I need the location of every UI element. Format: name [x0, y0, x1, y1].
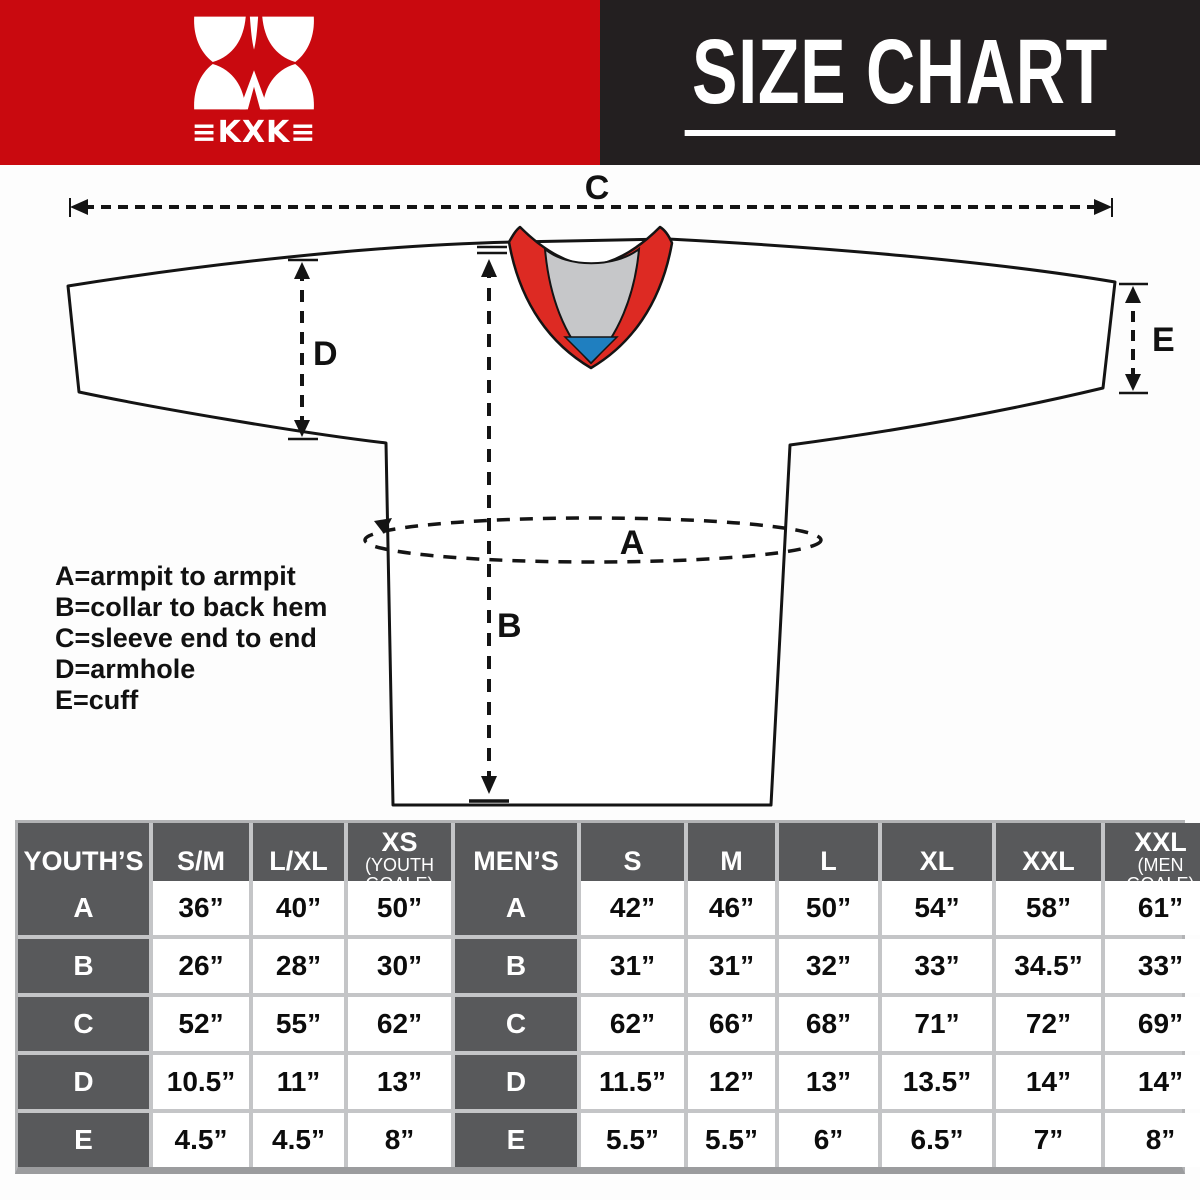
size-cell: 46”: [688, 881, 775, 935]
size-cell: 13”: [779, 1055, 878, 1109]
size-cell: 34.5”: [996, 939, 1101, 993]
size-cell: 13.5”: [882, 1055, 992, 1109]
row-label-b-men: B: [455, 939, 577, 993]
size-cell: 10.5”: [153, 1055, 249, 1109]
size-cell: 30”: [348, 939, 451, 993]
size-cell: 26”: [153, 939, 249, 993]
collar-blue-insert: [563, 336, 619, 365]
size-cell: 11”: [253, 1055, 344, 1109]
header-red-panel: ≡KXK≡: [0, 0, 600, 165]
size-cell: 4.5”: [153, 1113, 249, 1167]
size-cell: 50”: [779, 881, 878, 935]
legend-line-a: A=armpit to armpit: [55, 561, 296, 591]
size-cell: 13”: [348, 1055, 451, 1109]
measurement-arrow-e: [1119, 282, 1148, 395]
size-cell: 50”: [348, 881, 451, 935]
row-label-c-men: C: [455, 997, 577, 1051]
size-cell: 61”: [1105, 881, 1200, 935]
size-cell: 4.5”: [253, 1113, 344, 1167]
size-cell: 14”: [1105, 1055, 1200, 1109]
size-cell: 12”: [688, 1055, 775, 1109]
brand-wordmark: ≡KXK≡: [191, 115, 317, 150]
measurement-arrow-c: [69, 198, 1113, 217]
row-label-a-men: A: [455, 881, 577, 935]
size-cell: 14”: [996, 1055, 1101, 1109]
label-c: C: [585, 169, 610, 207]
size-cell: 33”: [882, 939, 992, 993]
label-b: B: [497, 607, 522, 645]
header-banner: ≡KXK≡ SIZE CHART: [0, 0, 1200, 165]
row-label-e-men: E: [455, 1113, 577, 1167]
size-cell: 28”: [253, 939, 344, 993]
size-cell: 6”: [779, 1113, 878, 1167]
brand-logo: ≡KXK≡: [188, 14, 320, 148]
size-cell: 36”: [153, 881, 249, 935]
measurement-ellipse-a: [363, 516, 823, 564]
label-e: E: [1152, 321, 1175, 359]
jersey-svg: C D B: [66, 169, 1175, 807]
size-cell: 62”: [348, 997, 451, 1051]
size-cell: 58”: [996, 881, 1101, 935]
jersey-diagram: C D B: [0, 165, 1200, 817]
row-label-d-men: D: [455, 1055, 577, 1109]
label-a: A: [620, 524, 645, 562]
size-cell: 31”: [688, 939, 775, 993]
row-label-b-youth: B: [18, 939, 149, 993]
col-header-lxl: L/XL: [253, 823, 344, 899]
size-cell: 66”: [688, 997, 775, 1051]
size-cell: 42”: [581, 881, 684, 935]
size-cell: 31”: [581, 939, 684, 993]
header-black-panel: SIZE CHART: [600, 0, 1200, 165]
legend-line-b: B=collar to back hem: [55, 592, 328, 622]
row-label-d-youth: D: [18, 1055, 149, 1109]
size-cell: 8”: [348, 1113, 451, 1167]
size-cell: 71”: [882, 997, 992, 1051]
size-cell: 55”: [253, 997, 344, 1051]
size-cell: 54”: [882, 881, 992, 935]
size-cell: 72”: [996, 997, 1101, 1051]
size-cell: 7”: [996, 1113, 1101, 1167]
measurement-arrow-d: [288, 258, 318, 441]
size-cell: 5.5”: [581, 1113, 684, 1167]
legend-line-e: E=cuff: [55, 685, 139, 715]
size-cell: 5.5”: [688, 1113, 775, 1167]
size-cell: 8”: [1105, 1113, 1200, 1167]
size-cell: 69”: [1105, 997, 1200, 1051]
size-cell: 68”: [779, 997, 878, 1051]
legend-line-c: C=sleeve end to end: [55, 623, 317, 653]
size-cell: 11.5”: [581, 1055, 684, 1109]
size-cell: 6.5”: [882, 1113, 992, 1167]
label-d: D: [313, 335, 338, 373]
measurement-legend: A=armpit to armpit B=collar to back hem …: [55, 561, 327, 716]
size-cell: 62”: [581, 997, 684, 1051]
size-cell: 52”: [153, 997, 249, 1051]
measurement-arrow-b: [469, 245, 509, 803]
size-cell: 33”: [1105, 939, 1200, 993]
jersey-outline: [66, 237, 1117, 807]
row-label-a-youth: A: [18, 881, 149, 935]
legend-line-d: D=armhole: [55, 654, 196, 684]
page-title: SIZE CHART: [692, 20, 1108, 123]
size-cell: 40”: [253, 881, 344, 935]
size-table: YOUTH’S S/M L/XL XS (YOUTH GOALE) MEN’S …: [15, 820, 1200, 1174]
collar-inner-gray: [543, 246, 641, 365]
row-label-e-youth: E: [18, 1113, 149, 1167]
kxk-logo-icon: [194, 16, 314, 110]
size-cell: 32”: [779, 939, 878, 993]
title-underline: SIZE CHART: [684, 20, 1116, 136]
row-label-c-youth: C: [18, 997, 149, 1051]
